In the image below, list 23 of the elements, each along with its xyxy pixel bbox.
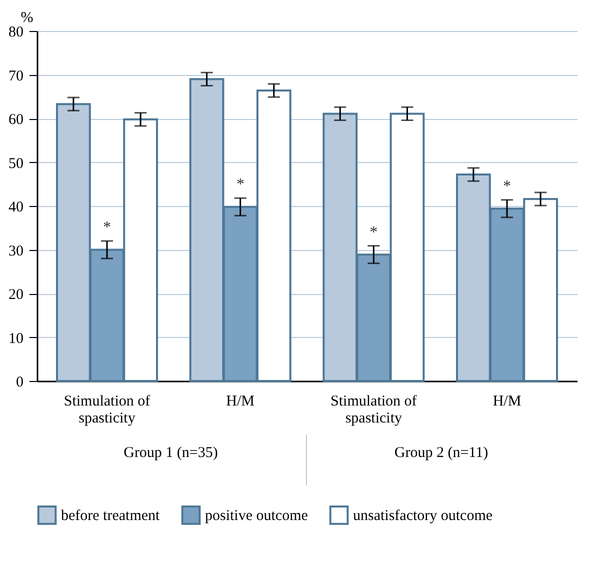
- y-axis-title: %: [20, 10, 34, 26]
- data-label: *: [236, 176, 244, 194]
- text: Group 2 (n=11): [393, 444, 490, 463]
- y-tick-label: 30: [8, 243, 24, 260]
- text: Group 1 (n=35): [36, 435, 306, 485]
- legend-label: unsatisfactory outcome: [353, 508, 493, 524]
- data-label: *: [103, 219, 111, 236]
- x-tick-label: Stimulation of spasticity: [330, 394, 417, 426]
- x-tick-label: Stimulation of spasticity: [64, 394, 150, 426]
- y-tick-label: 80: [8, 24, 24, 40]
- y-tick-label: 70: [8, 68, 24, 84]
- y-tick-label: 0: [16, 374, 24, 390]
- data-label: *: [370, 224, 378, 241]
- x-tick-label: H/M: [492, 394, 522, 410]
- legend-label: positive outcome: [205, 508, 308, 524]
- x-tick-label: H/M: [226, 394, 255, 410]
- y-tick-label: 20: [8, 287, 24, 303]
- y-tick-label: 10: [8, 330, 24, 347]
- data-label: *: [503, 178, 511, 195]
- legend-label: before treatment: [61, 508, 161, 524]
- y-tick-label: 60: [8, 112, 24, 128]
- y-tick-label: 50: [8, 156, 24, 172]
- y-tick-label: 40: [8, 200, 24, 216]
